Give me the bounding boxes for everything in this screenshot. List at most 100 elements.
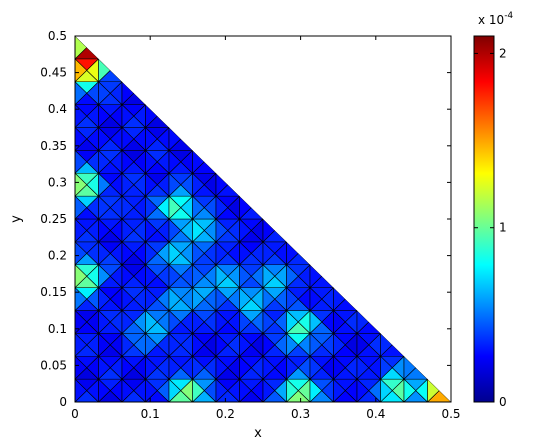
mesh-element xyxy=(121,355,135,380)
y-tick-label: 0.1 xyxy=(48,322,67,336)
mesh-element xyxy=(262,218,276,243)
mesh-element xyxy=(75,309,88,335)
mesh-element xyxy=(239,195,252,220)
mesh-element xyxy=(215,172,229,197)
mesh-element xyxy=(75,332,88,357)
mesh-element xyxy=(145,309,158,335)
mesh-element xyxy=(75,126,88,152)
mesh-element xyxy=(286,355,299,380)
x-tick-label: 0.2 xyxy=(216,407,235,421)
mesh-element xyxy=(286,264,299,289)
mesh-element xyxy=(98,218,111,243)
mesh-element xyxy=(145,264,158,289)
mesh-element xyxy=(192,218,205,243)
mesh-element xyxy=(98,264,111,289)
y-tick-label: 0 xyxy=(59,395,67,409)
mesh-element xyxy=(356,332,370,357)
mesh-element xyxy=(309,355,323,380)
mesh-element xyxy=(239,286,252,312)
mesh-element xyxy=(286,332,299,357)
mesh-element xyxy=(98,195,111,220)
mesh-element xyxy=(380,378,393,402)
mesh-element xyxy=(215,241,229,266)
mesh-element xyxy=(168,218,182,243)
mesh-element xyxy=(145,332,158,357)
mesh-element xyxy=(215,378,229,402)
x-tick-label: 0.1 xyxy=(141,407,160,421)
mesh-element xyxy=(145,103,158,129)
mesh-element xyxy=(168,195,182,220)
mesh-element xyxy=(121,81,135,106)
mesh-element xyxy=(333,286,346,312)
y-tick-label: 0.4 xyxy=(48,102,67,116)
x-tick-label: 0.3 xyxy=(291,407,310,421)
mesh-element xyxy=(168,355,182,380)
y-tick-label: 0.25 xyxy=(40,212,67,226)
mesh-element xyxy=(145,286,158,312)
mesh-element xyxy=(121,378,135,402)
mesh-element xyxy=(309,309,323,335)
mesh-element xyxy=(121,264,135,289)
mesh-element xyxy=(98,81,111,106)
mesh-element xyxy=(121,332,135,357)
mesh-element xyxy=(75,81,88,106)
y-tick-label: 0.35 xyxy=(40,139,67,153)
mesh-element xyxy=(286,309,299,335)
y-axis-label: y xyxy=(9,215,24,223)
x-tick-label: 0.5 xyxy=(441,407,460,421)
x-axis-label: x xyxy=(254,426,262,441)
mesh-element xyxy=(356,355,370,380)
mesh-element xyxy=(98,172,111,197)
mesh-element xyxy=(262,286,276,312)
mesh-element xyxy=(239,378,252,402)
mesh-element xyxy=(380,355,393,380)
colorbar-tick-label: 1 xyxy=(499,221,507,235)
mesh-element xyxy=(121,172,135,197)
mesh-element xyxy=(192,332,205,357)
mesh-element xyxy=(192,149,205,174)
mesh-element xyxy=(145,126,158,152)
mesh-element xyxy=(121,218,135,243)
mesh-element xyxy=(239,218,252,243)
mesh-element xyxy=(215,332,229,357)
mesh-element xyxy=(121,309,135,335)
mesh-element xyxy=(145,218,158,243)
mesh-element xyxy=(168,378,182,402)
mesh-element xyxy=(75,172,88,197)
mesh-element xyxy=(215,355,229,380)
mesh-element xyxy=(333,378,346,402)
mesh-element xyxy=(262,332,276,357)
colorbar-tick-label: 0 xyxy=(499,395,507,409)
mesh-element xyxy=(168,126,182,152)
mesh-element xyxy=(380,332,393,357)
mesh-element xyxy=(75,241,88,266)
mesh-element xyxy=(168,172,182,197)
y-tick-label: 0.45 xyxy=(40,66,67,80)
mesh-element xyxy=(121,241,135,266)
mesh-element xyxy=(98,103,111,129)
x-axis: 0 0.1 0.2 0.3 0.4 0.5 xyxy=(71,36,461,421)
mesh-element xyxy=(192,241,205,266)
mesh-element xyxy=(309,286,323,312)
mesh-element xyxy=(239,264,252,289)
y-tick-label: 0.5 xyxy=(48,29,67,43)
mesh-element xyxy=(192,172,205,197)
mesh-element xyxy=(75,58,88,83)
colorbar xyxy=(473,35,495,403)
mesh-element xyxy=(121,195,135,220)
y-axis: 0 0.05 0.1 0.15 0.2 0.25 0.3 0.35 0.4 0.45 0.5 xyxy=(40,29,451,409)
mesh-element xyxy=(215,195,229,220)
mesh-element xyxy=(286,286,299,312)
mesh-element xyxy=(98,355,111,380)
mesh-element xyxy=(98,126,111,152)
mesh-element xyxy=(75,149,88,174)
mesh-element xyxy=(121,103,135,129)
mesh-element xyxy=(75,103,88,129)
colorbar-ticks: 0 1 2 xyxy=(474,46,507,409)
mesh-element xyxy=(192,355,205,380)
mesh-element xyxy=(215,218,229,243)
mesh-element xyxy=(192,195,205,220)
mesh-element xyxy=(98,309,111,335)
mesh-element xyxy=(286,241,299,266)
colorbar-tick-label: 2 xyxy=(499,46,507,60)
